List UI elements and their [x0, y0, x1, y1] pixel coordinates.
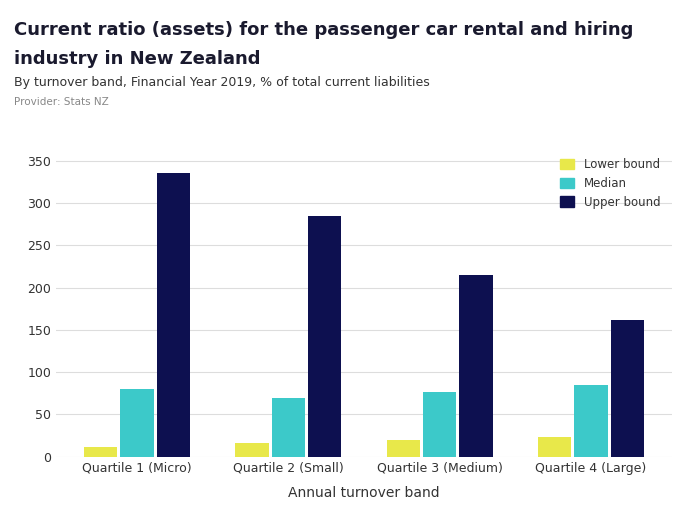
Legend: Lower bound, Median, Upper bound: Lower bound, Median, Upper bound [554, 152, 666, 215]
Bar [386, 440, 420, 457]
Bar [308, 216, 342, 457]
Bar [610, 320, 644, 457]
Bar [120, 389, 153, 457]
Bar [272, 397, 305, 457]
Text: Current ratio (assets) for the passenger car rental and hiring: Current ratio (assets) for the passenger… [14, 21, 634, 39]
Text: figure.nz: figure.nz [574, 18, 665, 36]
Bar [575, 385, 608, 457]
Text: Provider: Stats NZ: Provider: Stats NZ [14, 97, 108, 107]
X-axis label: Annual turnover band: Annual turnover band [288, 486, 440, 500]
Bar [157, 173, 190, 457]
Bar [538, 437, 571, 457]
Bar [84, 447, 118, 457]
Text: industry in New Zealand: industry in New Zealand [14, 50, 260, 68]
Bar [423, 393, 456, 457]
Bar [235, 443, 269, 457]
Bar [459, 275, 493, 457]
Text: By turnover band, Financial Year 2019, % of total current liabilities: By turnover band, Financial Year 2019, %… [14, 76, 430, 89]
